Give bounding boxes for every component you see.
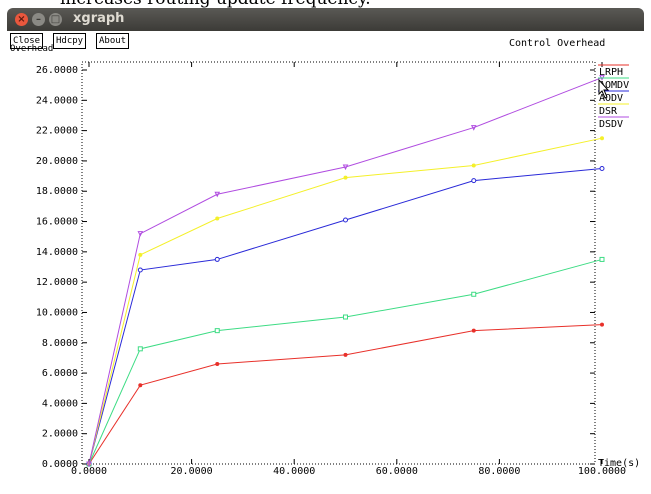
data-point xyxy=(138,252,143,257)
mouse-pointer-icon xyxy=(598,78,610,99)
x-tick-label: 40.0000 xyxy=(273,466,315,477)
series-line-dsr xyxy=(88,137,603,465)
data-point xyxy=(215,216,220,221)
legend-label: DSDV xyxy=(599,119,623,130)
data-point xyxy=(86,461,92,468)
y-tick-label: 8.0000 xyxy=(42,338,78,349)
y-tick-label: 20.0000 xyxy=(36,156,78,167)
y-axis-label: Overhead xyxy=(10,44,54,54)
y-tick-label: 24.0000 xyxy=(36,95,78,106)
data-point xyxy=(214,191,221,198)
caption-fragment: increases routing update frequency. xyxy=(0,0,651,8)
data-point xyxy=(471,163,476,168)
y-tick-label: 22.0000 xyxy=(36,126,78,137)
plot-frame xyxy=(81,61,596,465)
data-point xyxy=(214,256,220,262)
y-tick-label: 6.0000 xyxy=(42,368,78,379)
chart-title: Control Overhead xyxy=(509,38,606,49)
data-point xyxy=(471,328,476,333)
data-point xyxy=(343,217,348,223)
data-point xyxy=(343,352,348,357)
y-tick-label: 26.0000 xyxy=(36,65,78,76)
data-point xyxy=(599,166,605,171)
series-line-lrph xyxy=(88,324,603,465)
y-tick-label: 10.0000 xyxy=(36,307,78,318)
data-point xyxy=(470,125,477,131)
x-tick-label: 20.0000 xyxy=(171,466,213,477)
y-tick-label: 16.0000 xyxy=(36,217,78,228)
data-point xyxy=(343,314,348,320)
legend-label: AOMDV xyxy=(599,80,629,91)
y-tick-label: 18.0000 xyxy=(36,186,78,197)
y-tick-label: 4.0000 xyxy=(42,398,78,409)
series-line-aomdv xyxy=(88,258,603,465)
x-tick-label: 0.0000 xyxy=(71,466,107,477)
window-titlebar: × – □ xgraph xyxy=(7,8,644,31)
y-tick-label: 2.0000 xyxy=(42,429,78,440)
y-tick-label: 0.0000 xyxy=(42,459,78,470)
data-point xyxy=(215,361,220,366)
about-button[interactable]: About xyxy=(96,33,130,49)
legend-label: LRPH xyxy=(599,67,623,78)
x-tick-label: 100.0000 xyxy=(578,466,626,477)
x-axis-label: Time(s) xyxy=(598,458,640,469)
legend-label: AODV xyxy=(599,93,623,104)
x-tick-label: 80.0000 xyxy=(478,466,520,477)
series-line-aodv xyxy=(88,168,603,465)
data-point xyxy=(137,231,144,237)
x-tick-label: 60.0000 xyxy=(376,466,418,477)
data-point xyxy=(138,383,143,388)
chart-svg: 0.0000 2.0000 4.0000 6.0000 8.0000 10.0000 12.… xyxy=(36,61,640,477)
caption-text: increases routing update frequency. xyxy=(60,0,371,8)
y-tick-label: 12.0000 xyxy=(36,277,78,288)
data-point xyxy=(214,328,220,334)
data-point xyxy=(600,136,604,141)
data-point xyxy=(471,291,477,297)
data-point xyxy=(137,267,143,273)
close-button[interactable]: Close xyxy=(10,33,44,49)
data-point xyxy=(137,346,143,352)
window-close-icon[interactable]: × xyxy=(15,13,28,26)
y-tick-label: 14.0000 xyxy=(36,247,78,258)
xgraph-window: × – □ xgraph Close Hdcpy About Control O… xyxy=(7,8,644,494)
data-point xyxy=(599,256,605,262)
data-point xyxy=(343,175,348,180)
window-maximize-icon[interactable]: □ xyxy=(49,13,62,26)
series-line-dsdv xyxy=(88,77,603,465)
data-point xyxy=(342,164,349,171)
hdcpy-button[interactable]: Hdcpy xyxy=(53,33,87,49)
legend-label: DSR xyxy=(599,106,618,117)
window-minimize-icon[interactable]: – xyxy=(32,13,45,26)
window-title: xgraph xyxy=(73,11,125,26)
data-point xyxy=(600,322,604,327)
data-point xyxy=(471,178,477,184)
